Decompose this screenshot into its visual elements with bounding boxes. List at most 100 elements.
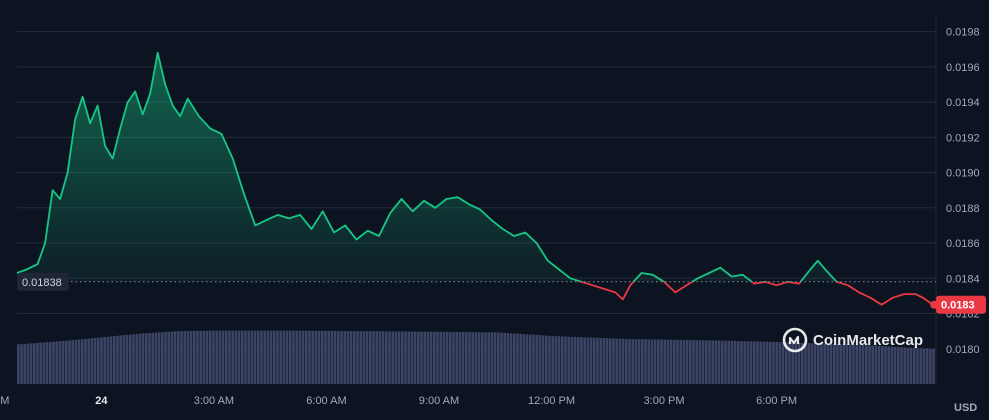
volume-bar [855,344,858,384]
volume-bar [701,340,705,384]
volume-bar [132,334,135,384]
volume-bar [689,339,692,384]
price-area-fill [17,52,935,282]
volume-bar [631,339,634,384]
volume-bar [577,337,580,384]
volume-bar [426,331,430,384]
volume-bar [929,348,932,384]
volume-bar [884,346,887,384]
volume-bar [218,330,222,384]
volume-bar [765,341,769,384]
volume-bar [311,330,314,384]
volume-bar [650,339,654,384]
volume-bar [845,344,849,384]
volume-bar [906,347,910,384]
volume-bar [826,343,830,384]
volume-bar [343,331,346,384]
volume-bar [871,345,874,384]
volume-bar [305,330,308,384]
volume-bar [714,340,718,384]
volume-bar [279,330,282,384]
volume-bar [263,330,266,384]
volume-bar [634,339,638,384]
volume-bar [458,332,462,384]
volume-bar [378,331,382,384]
volume-bar [225,330,228,384]
volume-bar [433,331,436,384]
volume-bar [564,336,567,384]
volume-bar [500,332,503,384]
volume-bar [913,347,916,384]
volume-bar [775,341,778,384]
volume-bar [276,330,279,384]
volume-bar [525,334,529,384]
volume-bar [887,346,890,384]
volume-bar [100,337,103,384]
volume-bar [87,338,90,384]
volume-bar [557,336,561,384]
volume-bar [145,333,148,384]
coinmarketcap-watermark: CoinMarketCap [782,327,923,353]
volume-bar [97,337,100,384]
x-axis: 9:00 PM 24 3:00 AM 6:00 AM 9:00 AM 12:00 PM 3:… [0,395,797,407]
volume-bar [337,330,340,384]
volume-bar [164,331,167,384]
volume-bar [129,334,132,384]
volume-bar [122,335,126,384]
volume-bar [404,331,407,384]
volume-bar [641,339,644,384]
volume-bar [247,330,250,384]
volume-bar [829,343,833,384]
volume-bar [788,342,791,384]
volume-bar [298,330,302,384]
volume-bar [173,331,177,384]
volume-bar [148,333,151,384]
volume-bar [647,339,650,384]
volume-bar [621,338,625,384]
volume-bar [653,339,657,384]
volume-bars [17,330,935,384]
volume-bar [925,348,929,384]
volume-bar [717,340,721,384]
volume-bar [474,332,478,384]
volume-bar [362,331,366,384]
volume-bar [609,338,612,384]
volume-bar [429,331,433,384]
volume-bar [602,338,606,384]
reference-price-label: 0.01838 [17,272,69,291]
volume-bar [730,340,734,384]
volume-bar [477,332,481,384]
volume-bar [593,337,596,384]
volume-bar [202,330,206,384]
volume-bar [177,331,180,384]
volume-bar [682,339,686,384]
volume-bar [637,339,641,384]
volume-bar [932,349,935,384]
volume-bar [167,331,170,384]
volume-bar [900,347,903,384]
volume-bar [916,348,919,384]
y-tick-label: 0.0184 [946,273,980,285]
volume-bar [865,345,868,384]
volume-bar [71,340,74,384]
volume-bar [196,330,199,384]
volume-bar [605,338,609,384]
volume-bar [327,330,330,384]
volume-bar [170,331,174,384]
volume-bar [407,331,410,384]
y-tick-label: 0.0188 [946,203,980,215]
volume-bar [212,330,215,384]
y-axis: 0.01800.01820.01840.01860.01880.01900.01… [946,27,980,356]
volume-bar [532,334,535,384]
volume-bar [401,331,404,384]
volume-bar [493,332,497,384]
volume-bar [490,332,494,384]
volume-bar [484,332,487,384]
volume-bar [215,330,218,384]
currency-unit: USD [954,402,977,414]
volume-bar [618,338,622,384]
volume-bar [538,335,542,384]
volume-bar [420,331,423,384]
